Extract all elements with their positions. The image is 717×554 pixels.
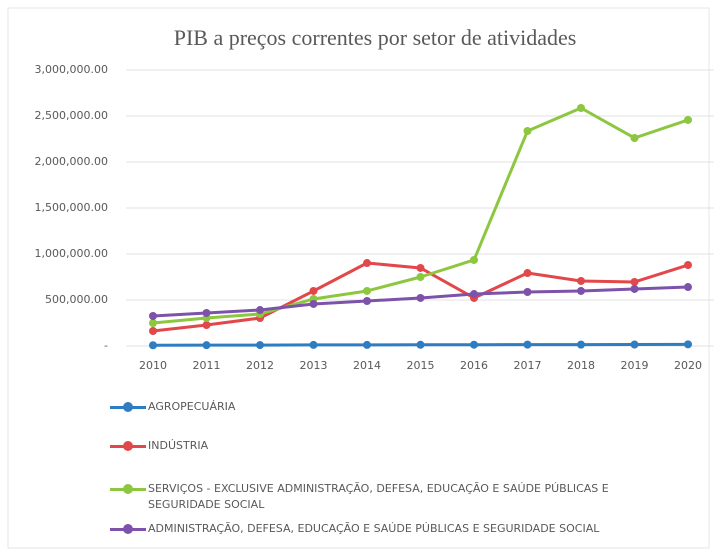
legend-label: SERVIÇOS - EXCLUSIVE ADMINISTRAÇÃO, DEFE… (148, 482, 609, 511)
y-tick-label: 3,000,000.00 (35, 63, 108, 76)
data-point (416, 263, 425, 272)
data-point (523, 269, 532, 278)
data-point (470, 340, 478, 349)
chart-title: PIB a preços correntes por setor de ativ… (174, 25, 577, 50)
legend-entry: INDÚSTRIA (110, 439, 650, 454)
y-tick-label: 1,500,000.00 (35, 201, 108, 214)
data-point (523, 340, 532, 349)
data-point (577, 276, 585, 285)
data-point (684, 115, 692, 124)
legend-swatch (110, 523, 146, 535)
data-point (416, 340, 425, 349)
data-point (202, 308, 211, 317)
x-tick-label: 2018 (567, 359, 595, 372)
data-point (149, 312, 157, 321)
data-point (684, 283, 692, 292)
y-tick-label: 2,000,000.00 (35, 155, 108, 168)
legend-entry: SERVIÇOS - EXCLUSIVE ADMINISTRAÇÃO, DEFE… (110, 482, 650, 513)
legend-entry: ADMINISTRAÇÃO, DEFESA, EDUCAÇÃO E SAÚDE … (110, 522, 650, 537)
data-point (363, 286, 371, 295)
data-point (309, 286, 318, 295)
data-point (630, 133, 639, 142)
data-point (149, 319, 157, 327)
data-point (202, 321, 211, 330)
data-point (577, 340, 585, 349)
data-point (363, 297, 371, 306)
data-point (523, 287, 532, 296)
y-tick-label: 500,000.00 (45, 293, 108, 306)
y-tick-label: 1,000,000.00 (35, 247, 108, 260)
data-point (630, 340, 639, 349)
data-point (363, 259, 371, 268)
x-tick-label: 2017 (514, 359, 542, 372)
x-tick-label: 2015 (407, 359, 435, 372)
data-point (256, 306, 264, 315)
data-point (149, 327, 157, 336)
data-point (630, 277, 639, 286)
data-point (149, 341, 157, 350)
data-point (577, 103, 585, 112)
legend-swatch (110, 401, 146, 413)
data-point (363, 340, 371, 349)
x-tick-label: 2011 (193, 359, 221, 372)
x-tick-label: 2013 (300, 359, 328, 372)
legend-label: INDÚSTRIA (148, 439, 209, 452)
data-point (416, 293, 425, 302)
data-point (684, 261, 692, 270)
x-tick-label: 2020 (674, 359, 702, 372)
legend-label: AGROPECUÁRIA (148, 400, 236, 413)
x-tick-label: 2010 (139, 359, 167, 372)
data-point (630, 284, 639, 293)
legend-swatch (110, 483, 146, 495)
data-point (256, 341, 264, 350)
frame (7, 7, 710, 549)
x-tick-label: 2019 (621, 359, 649, 372)
y-tick-label: 2,500,000.00 (35, 109, 108, 122)
data-point (309, 340, 318, 349)
x-tick-label: 2014 (353, 359, 381, 372)
data-point (202, 341, 211, 350)
data-point (470, 290, 478, 299)
x-tick-label: 2012 (246, 359, 274, 372)
data-point (523, 126, 532, 135)
legend-swatch (110, 440, 146, 452)
data-point (309, 299, 318, 308)
data-point (470, 255, 478, 264)
data-point (416, 273, 425, 281)
x-tick-label: 2016 (460, 359, 488, 372)
legend-label: ADMINISTRAÇÃO, DEFESA, EDUCAÇÃO E SAÚDE … (148, 522, 600, 535)
legend-entry: AGROPECUÁRIA (110, 400, 650, 415)
data-point (684, 340, 692, 349)
data-point (577, 286, 585, 295)
y-tick-label: - (104, 339, 108, 352)
